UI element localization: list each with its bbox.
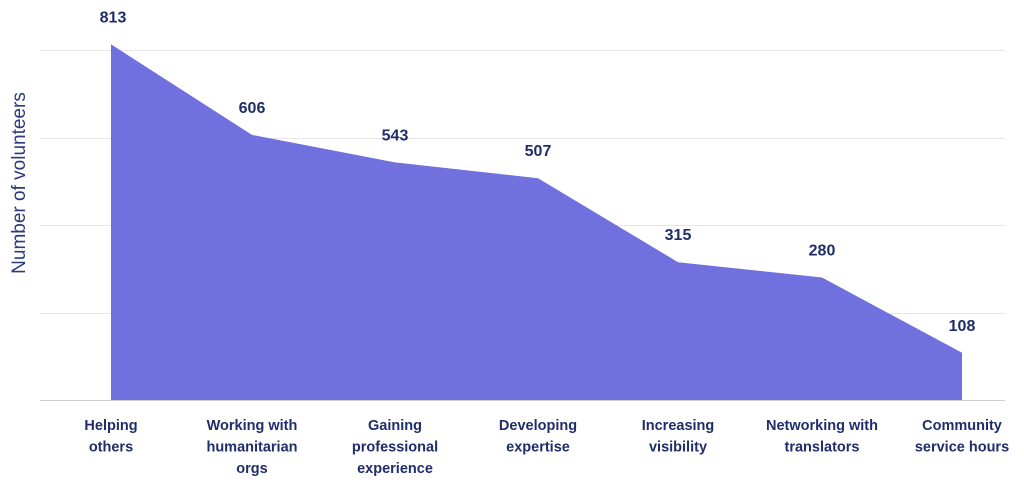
x-tick-label-line: translators bbox=[785, 440, 860, 456]
x-tick-label: Community service hours bbox=[915, 418, 1009, 456]
x-tick-label-line: Community bbox=[922, 418, 1002, 434]
data-label: 507 bbox=[525, 143, 552, 160]
x-tick-label-line: visibility bbox=[649, 440, 707, 456]
x-tick-label-line: Networking with bbox=[766, 418, 878, 434]
data-label: 108 bbox=[949, 318, 976, 335]
data-label: 315 bbox=[665, 227, 692, 244]
x-tick-label: Networking with translators bbox=[766, 418, 878, 456]
x-tick-label-line: Working with bbox=[207, 418, 298, 434]
x-tick-label-line: Helping bbox=[84, 418, 137, 434]
x-tick-label-line: expertise bbox=[506, 440, 570, 456]
x-tick-label: Increasing visibility bbox=[642, 418, 715, 456]
data-label: 543 bbox=[382, 127, 409, 144]
data-label: 280 bbox=[809, 243, 836, 260]
x-tick-label-line: Gaining bbox=[368, 418, 422, 434]
x-tick-label-line: humanitarian bbox=[206, 440, 297, 456]
data-label: 813 bbox=[100, 9, 127, 26]
area-series bbox=[111, 44, 962, 401]
x-tick-label-line: service hours bbox=[915, 440, 1009, 456]
data-label: 606 bbox=[239, 100, 266, 117]
x-tick-label-line: Developing bbox=[499, 418, 577, 434]
y-axis-label: Number of volunteers bbox=[9, 92, 30, 274]
x-tick-label-line: orgs bbox=[236, 461, 267, 477]
x-tick-label-line: others bbox=[89, 440, 133, 456]
x-tick-label-line: professional bbox=[352, 440, 438, 456]
x-tick-label-line: Increasing bbox=[642, 418, 715, 434]
x-tick-label: Working with humanitarian orgs bbox=[206, 418, 297, 477]
x-tick-label: Developing expertise bbox=[499, 418, 577, 456]
x-tick-label: Gaining professional experience bbox=[352, 418, 438, 477]
category-labels: Helping others Working with humanitarian org… bbox=[84, 418, 1009, 477]
data-labels: 813 606 543 507 315 280 108 bbox=[100, 9, 976, 334]
x-tick-label-line: experience bbox=[357, 461, 433, 477]
x-tick-label: Helping others bbox=[84, 418, 137, 456]
